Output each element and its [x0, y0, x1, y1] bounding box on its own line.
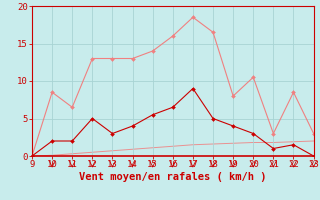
X-axis label: Vent moyen/en rafales ( km/h ): Vent moyen/en rafales ( km/h ) [79, 172, 267, 182]
